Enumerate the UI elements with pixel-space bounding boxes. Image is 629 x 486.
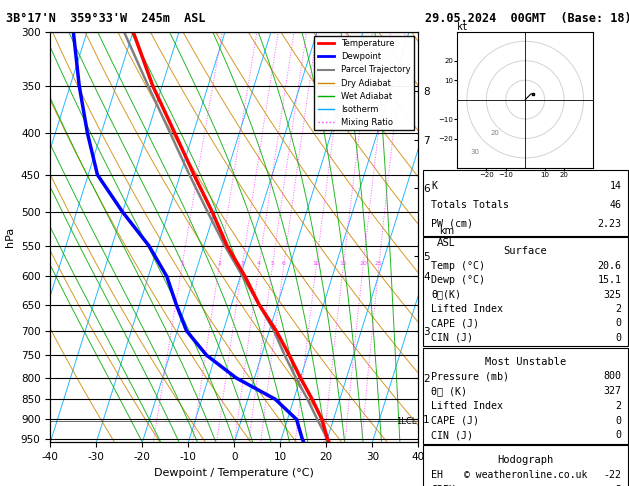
Text: 25: 25 bbox=[375, 260, 383, 265]
Text: 0: 0 bbox=[616, 416, 621, 426]
Text: kt: kt bbox=[457, 21, 469, 32]
X-axis label: Dewpoint / Temperature (°C): Dewpoint / Temperature (°C) bbox=[154, 468, 314, 478]
Text: 30: 30 bbox=[470, 149, 480, 155]
Text: 29.05.2024  00GMT  (Base: 18): 29.05.2024 00GMT (Base: 18) bbox=[425, 12, 629, 25]
Text: 1LCL: 1LCL bbox=[396, 417, 416, 426]
Text: 2: 2 bbox=[616, 304, 621, 314]
Text: θᴄ(K): θᴄ(K) bbox=[431, 290, 461, 299]
Text: 15.1: 15.1 bbox=[598, 275, 621, 285]
Text: CIN (J): CIN (J) bbox=[431, 333, 473, 343]
Text: 20.6: 20.6 bbox=[598, 260, 621, 271]
Text: 10: 10 bbox=[313, 260, 320, 265]
Text: Surface: Surface bbox=[503, 246, 547, 256]
Text: 1: 1 bbox=[180, 260, 184, 265]
Text: 4: 4 bbox=[257, 260, 261, 265]
Text: θᴄ (K): θᴄ (K) bbox=[431, 386, 467, 396]
Text: CIN (J): CIN (J) bbox=[431, 430, 473, 440]
Text: 3: 3 bbox=[616, 485, 621, 486]
Text: 15: 15 bbox=[340, 260, 347, 265]
Legend: Temperature, Dewpoint, Parcel Trajectory, Dry Adiabat, Wet Adiabat, Isotherm, Mi: Temperature, Dewpoint, Parcel Trajectory… bbox=[314, 36, 414, 130]
Text: EH: EH bbox=[431, 469, 443, 480]
Text: SREH: SREH bbox=[431, 485, 455, 486]
Text: Pressure (mb): Pressure (mb) bbox=[431, 371, 509, 382]
Text: 800: 800 bbox=[604, 371, 621, 382]
Text: 6: 6 bbox=[282, 260, 286, 265]
Text: 3B°17'N  359°33'W  245m  ASL: 3B°17'N 359°33'W 245m ASL bbox=[6, 12, 206, 25]
Text: 20: 20 bbox=[359, 260, 367, 265]
Y-axis label: hPa: hPa bbox=[5, 227, 15, 247]
Text: CAPE (J): CAPE (J) bbox=[431, 318, 479, 329]
Text: 5: 5 bbox=[270, 260, 274, 265]
Text: 46: 46 bbox=[610, 200, 621, 210]
Text: 14: 14 bbox=[610, 181, 621, 191]
Text: 3: 3 bbox=[240, 260, 244, 265]
Text: PW (cm): PW (cm) bbox=[431, 219, 473, 228]
Text: 20: 20 bbox=[490, 130, 499, 136]
Text: Hodograph: Hodograph bbox=[497, 454, 554, 465]
Text: Lifted Index: Lifted Index bbox=[431, 401, 503, 411]
Text: Totals Totals: Totals Totals bbox=[431, 200, 509, 210]
Text: 0: 0 bbox=[616, 318, 621, 329]
Y-axis label: km
ASL: km ASL bbox=[437, 226, 455, 248]
Text: 325: 325 bbox=[604, 290, 621, 299]
Text: 2: 2 bbox=[217, 260, 221, 265]
Text: 0: 0 bbox=[616, 430, 621, 440]
Text: © weatheronline.co.uk: © weatheronline.co.uk bbox=[464, 470, 587, 480]
Text: Temp (°C): Temp (°C) bbox=[431, 260, 485, 271]
Text: CAPE (J): CAPE (J) bbox=[431, 416, 479, 426]
Text: 2: 2 bbox=[616, 401, 621, 411]
Text: 2.23: 2.23 bbox=[598, 219, 621, 228]
Text: K: K bbox=[431, 181, 437, 191]
Text: Most Unstable: Most Unstable bbox=[484, 357, 566, 366]
Text: 327: 327 bbox=[604, 386, 621, 396]
Text: 0: 0 bbox=[616, 333, 621, 343]
Text: Lifted Index: Lifted Index bbox=[431, 304, 503, 314]
Text: Dewp (°C): Dewp (°C) bbox=[431, 275, 485, 285]
Text: -22: -22 bbox=[604, 469, 621, 480]
